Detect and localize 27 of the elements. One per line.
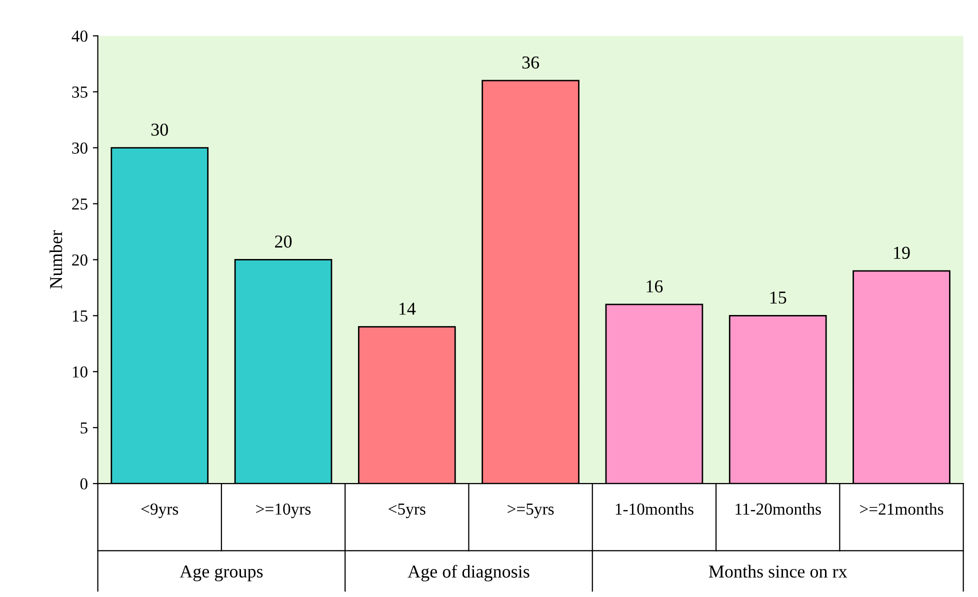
y-tick-label: 15 (72, 310, 88, 322)
data-label: 36 (522, 56, 540, 69)
text: Age groups (180, 565, 263, 582)
y-tick-label: 40 (72, 30, 88, 42)
y-tick-label: 20 (72, 254, 88, 266)
y-axis-title: Number (49, 230, 62, 289)
text: Age of diagnosis (408, 564, 530, 582)
data-label: 16 (646, 280, 663, 292)
text: Months since on rx (708, 564, 848, 578)
data-label: 20 (275, 236, 292, 248)
x-tick-label: <9yrs (141, 503, 178, 518)
data-label: 14 (399, 302, 416, 315)
x-tick-label: 11-20months (736, 503, 821, 515)
x-tick-label: 1-10months (616, 503, 694, 515)
y-tick-label: 5 (80, 422, 88, 434)
y-tick-label: 0 (80, 478, 88, 490)
x-tick-label: >=5yrs (508, 504, 554, 518)
y-tick-label: 35 (72, 86, 88, 98)
y-tick-label: 25 (72, 198, 88, 210)
data-label: 30 (151, 124, 168, 136)
x-tick-label: >=10yrs (256, 503, 311, 518)
y-tick-label: 10 (72, 366, 88, 378)
data-label: 19 (894, 246, 910, 259)
data-label: 15 (770, 292, 786, 304)
x-tick-label: >=21months (860, 503, 944, 515)
x-tick-label: <5yrs (388, 504, 426, 518)
y-tick-label: 30 (72, 142, 88, 154)
